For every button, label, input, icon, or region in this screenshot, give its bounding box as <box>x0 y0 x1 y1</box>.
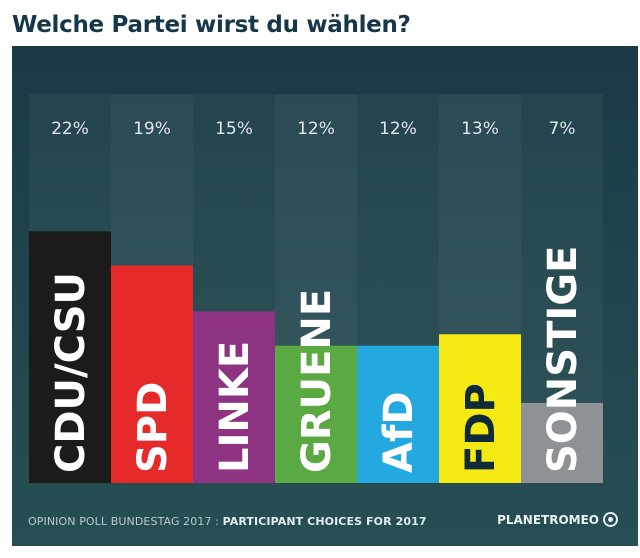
planet-logo-icon <box>603 512 618 527</box>
bar-afd <box>357 345 439 483</box>
category-label: CDU/CSU <box>48 272 94 473</box>
chart-title: Welche Partei wirst du wählen? <box>12 12 411 38</box>
source-prefix: OPINION POLL BUNDESTAG 2017 : <box>28 515 223 528</box>
brand-name: PLANETROMEO <box>497 512 599 527</box>
bar-sonstige <box>521 402 603 483</box>
category-label: AfD <box>376 391 422 473</box>
value-label: 12% <box>297 119 335 139</box>
bar-chart: CDU/CSU SPD LINKE GRUENE AfD FDP SONSTIGE 22% 1… <box>29 94 603 483</box>
bar-fdp <box>439 334 521 483</box>
value-label: 12% <box>379 119 417 139</box>
source-strong: PARTICIPANT CHOICES FOR 2017 <box>222 515 427 528</box>
category-label: LINKE <box>212 341 258 473</box>
value-label: 15% <box>215 119 253 139</box>
category-label: GRUENE <box>294 289 340 473</box>
bar-gruene <box>275 345 357 483</box>
source-note: OPINION POLL BUNDESTAG 2017 : PARTICIPAN… <box>28 515 427 528</box>
category-label: SPD <box>130 382 176 473</box>
bar-linke <box>193 311 275 483</box>
chart-panel: CDU/CSU SPD LINKE GRUENE AfD FDP SONSTIGE 22% 1… <box>12 46 638 546</box>
value-label: 22% <box>51 119 89 139</box>
bar-spd <box>111 265 193 483</box>
category-label: SONSTIGE <box>540 246 586 473</box>
category-label: FDP <box>458 383 504 473</box>
brand-logo: PLANETROMEO <box>497 512 618 527</box>
bar-cducsu <box>29 231 111 483</box>
value-label: 13% <box>461 119 499 139</box>
value-label: 19% <box>133 119 171 139</box>
value-label: 7% <box>549 119 576 139</box>
